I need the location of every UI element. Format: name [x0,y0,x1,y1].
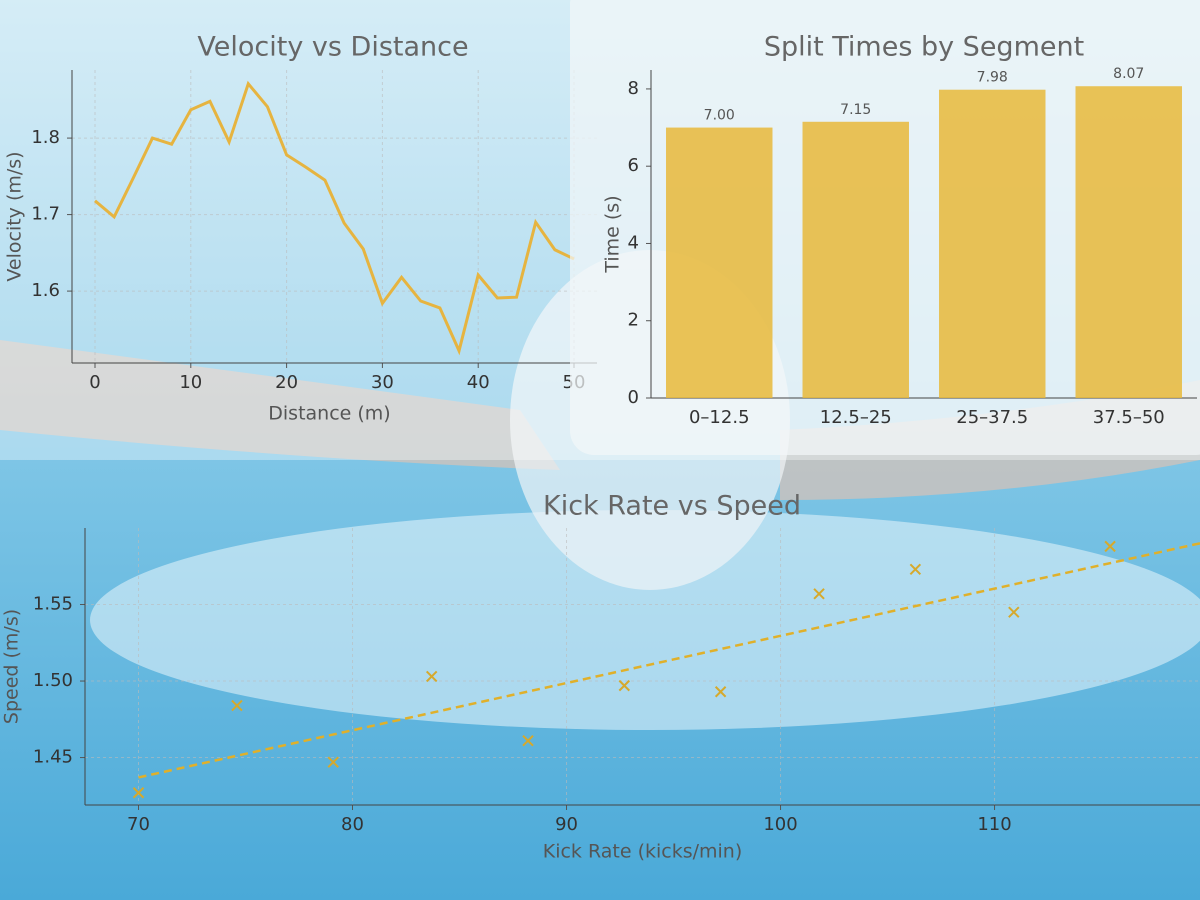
data-point [425,670,438,683]
x-tick-label: 110 [977,814,1011,835]
x-axis-label: Kick Rate (kicks/min) [543,841,743,863]
bar [802,121,909,399]
x-tick-label: 90 [555,814,578,835]
data-point [327,756,339,768]
y-tick-label: 1.50 [33,670,73,691]
data-line [94,80,575,356]
bar [939,89,1046,398]
swimmer-arm [0,340,560,470]
chart-title: Split Times by Segment [764,32,1084,63]
value-label: 8.07 [1113,66,1144,82]
x-tick-label: 40 [467,372,490,393]
x-tick-label: 30 [371,372,394,393]
data-point [909,563,922,576]
bar [1075,86,1182,399]
x-tick-label: 0 [89,372,100,393]
x-tick-label: 37.5–50 [1093,407,1165,428]
y-tick-label: 0 [628,387,639,408]
y-tick-label: 1.8 [31,127,60,148]
chart-title: Kick Rate vs Speed [543,491,801,522]
y-tick-label: 1.6 [31,280,60,301]
x-axis-label: Distance (m) [268,403,390,425]
value-label: 7.00 [704,108,735,124]
data-point [1008,606,1020,618]
data-point [618,679,631,692]
y-tick-label: 1.45 [33,747,73,768]
data-point [1104,540,1116,553]
x-tick-label: 25–37.5 [956,407,1028,428]
y-tick-label: 2 [628,310,639,331]
data-point [132,787,145,799]
bar [666,127,773,398]
scatter-chart: Kick Rate vs Speed Kick Rate (kicks/min) S… [1,491,1200,863]
x-tick-label: 70 [127,814,150,835]
x-tick-label: 0–12.5 [689,407,750,428]
data-point [714,686,727,698]
y-tick-label: 4 [628,232,639,253]
y-tick-label: 1.55 [33,594,73,615]
data-point [231,699,243,712]
bar-chart: Split Times by Segment Time (s) 0 2 4 6 8 7.00 0… [602,32,1197,428]
x-tick-label: 12.5–25 [820,407,892,428]
value-label: 7.15 [840,102,871,118]
y-tick-label: 8 [628,78,639,99]
data-point [813,588,825,600]
y-axis-label: Velocity (m/s) [4,151,26,281]
x-tick-label: 80 [341,814,364,835]
value-label: 7.98 [977,70,1008,86]
y-tick-label: 6 [628,155,639,176]
line-chart: Velocity vs Distance Distance (m) Velocity… [4,32,597,425]
data-point [522,735,534,747]
x-tick-label: 10 [179,372,202,393]
x-tick-label: 20 [275,372,298,393]
y-axis-label: Time (s) [602,195,624,273]
x-tick-label: 100 [763,814,797,835]
splash [90,510,1200,730]
y-axis-label: Speed (m/s) [1,609,23,724]
y-tick-label: 1.7 [31,204,60,225]
chart-title: Velocity vs Distance [197,32,468,63]
